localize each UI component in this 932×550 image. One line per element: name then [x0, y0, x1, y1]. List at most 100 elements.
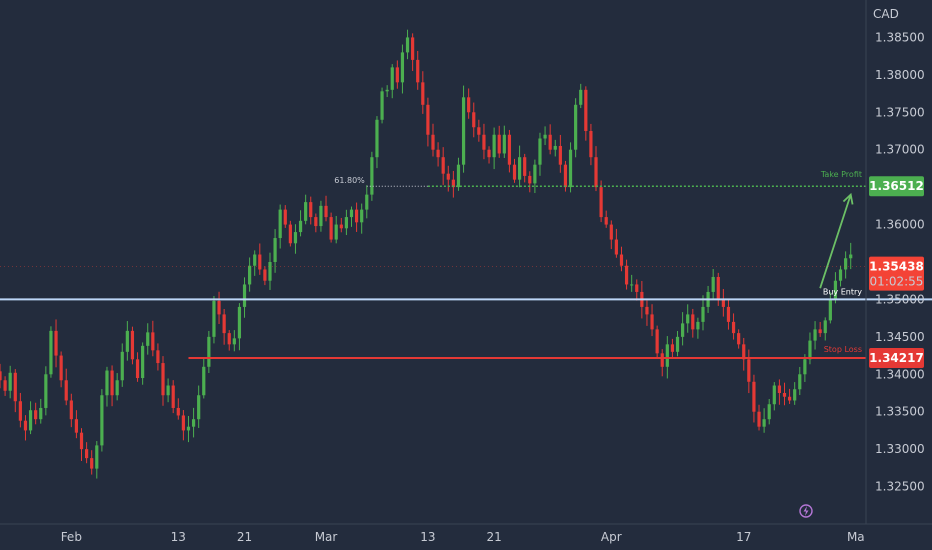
candle-body [222, 314, 226, 334]
candle-body [161, 363, 165, 396]
candle-body [319, 205, 323, 227]
candle-body [110, 370, 114, 396]
candle [181, 410, 185, 441]
candle-body [166, 385, 170, 396]
candle [329, 212, 333, 243]
candle [787, 388, 792, 404]
candle [380, 87, 384, 124]
candle-body [467, 97, 471, 113]
candle [156, 343, 160, 371]
candle-body [304, 202, 308, 221]
candle-body [44, 374, 48, 408]
candle-body [431, 134, 435, 150]
price-tick-label: 1.38000 [875, 68, 925, 82]
candle [207, 330, 211, 374]
candle [242, 277, 247, 318]
candle-body [808, 340, 812, 360]
candle [767, 399, 771, 425]
candle-body [405, 37, 410, 53]
candle-body [482, 134, 486, 150]
candle-body [237, 306, 242, 339]
candle [115, 373, 119, 401]
candle [456, 157, 461, 191]
candle-body [329, 217, 333, 240]
candle [655, 325, 659, 359]
candle [635, 279, 639, 301]
fib-level-label: 61.80% [334, 176, 365, 185]
candle [726, 299, 731, 330]
candle-body [742, 344, 746, 360]
candle [390, 64, 394, 99]
candle [691, 308, 695, 338]
candle-body [207, 336, 211, 367]
candle-body [59, 355, 63, 381]
candle [507, 129, 512, 173]
candle [492, 127, 496, 170]
candle [298, 210, 303, 237]
candle-body [681, 323, 685, 337]
candle [385, 85, 389, 98]
candle-body [619, 254, 624, 266]
candle-body [624, 265, 629, 285]
candle [191, 407, 196, 438]
candle-body [833, 280, 838, 300]
candle-body [492, 134, 496, 158]
candle [69, 393, 73, 428]
candle [0, 363, 2, 389]
candle [482, 123, 486, 160]
candle [54, 319, 58, 368]
currency-label: CAD [873, 7, 899, 21]
candle-body [288, 224, 292, 244]
candle-body [553, 145, 557, 150]
candle [645, 300, 649, 326]
candle [599, 180, 603, 223]
candle [258, 243, 262, 275]
candle [772, 382, 776, 411]
stop-loss-price-tag: 1.34217 [869, 348, 924, 369]
candle-body [334, 224, 338, 240]
candle-body [767, 404, 771, 420]
candle-body [151, 332, 155, 351]
candle-body [477, 127, 481, 135]
candle-body [283, 209, 287, 225]
candle [487, 146, 491, 164]
candle [227, 330, 231, 351]
bar-countdown: 01:02:55 [870, 275, 924, 289]
price-tick-label: 1.33500 [875, 405, 925, 419]
candle [217, 291, 221, 325]
candle-body [793, 389, 797, 401]
lightning-icon[interactable] [799, 504, 813, 518]
candle [135, 352, 140, 382]
candle-body [263, 269, 267, 281]
time-tick-label: 13 [420, 530, 435, 544]
candle-body [635, 284, 639, 292]
candle-body [400, 52, 405, 83]
candle [609, 220, 613, 250]
candle [497, 125, 501, 158]
candle-body [8, 372, 12, 391]
candle [13, 369, 17, 413]
price-tick-label: 1.32500 [875, 480, 925, 494]
candle [237, 303, 242, 351]
candle-body [135, 359, 140, 379]
candle-body [518, 157, 522, 180]
candle-body [90, 458, 94, 469]
candle [360, 203, 364, 234]
candle [18, 392, 22, 428]
candle [64, 368, 68, 406]
candle [130, 326, 135, 365]
candle-body [512, 164, 517, 180]
candle [421, 71, 425, 114]
candle [533, 159, 537, 194]
candle-body [655, 329, 659, 354]
candle-body [696, 321, 700, 330]
candle-body [370, 157, 374, 195]
time-axis[interactable]: Feb 13 21 Mar 13 21 Apr 17 Ma [61, 530, 865, 544]
candle-body [395, 67, 399, 83]
candle [757, 404, 761, 431]
candle-body [146, 332, 150, 346]
candle [614, 228, 618, 258]
candle-body [197, 395, 201, 420]
